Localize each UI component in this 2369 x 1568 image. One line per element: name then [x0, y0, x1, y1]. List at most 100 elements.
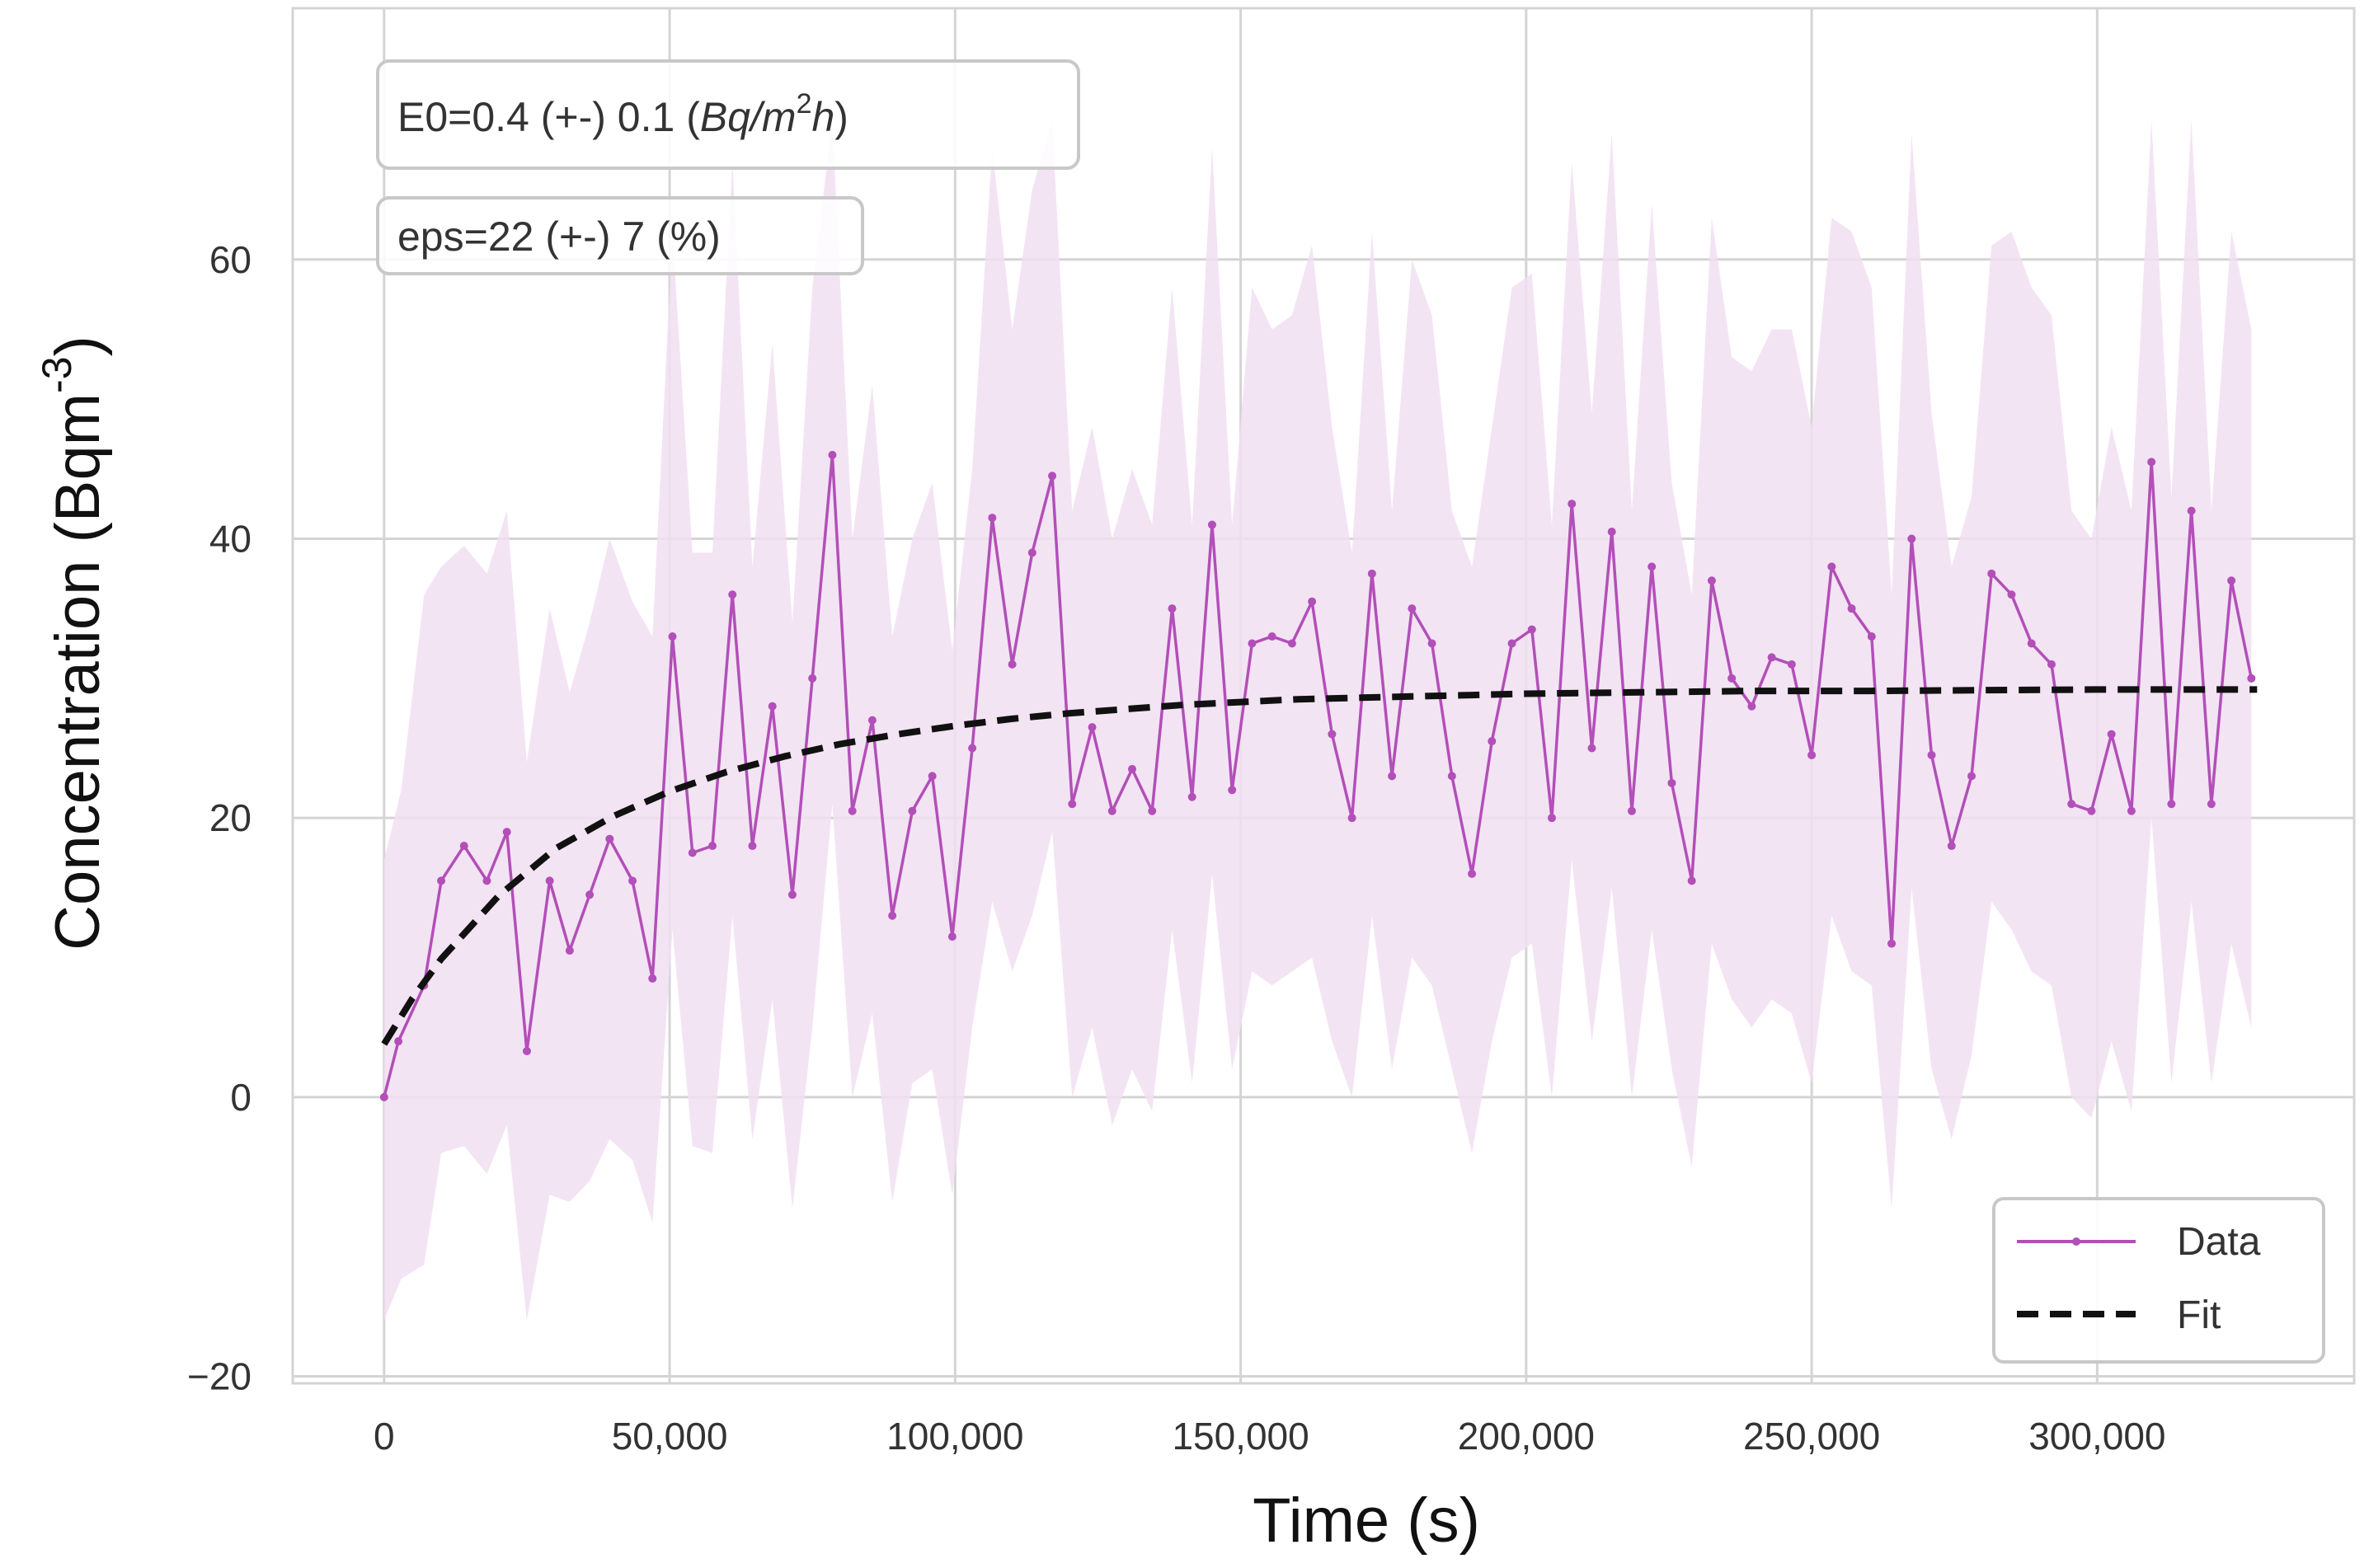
- data-point: [828, 450, 837, 459]
- data-point: [808, 674, 817, 683]
- data-point: [928, 772, 937, 781]
- legend-data-label: Data: [2177, 1220, 2261, 1264]
- data-point: [947, 932, 957, 941]
- data-point: [848, 806, 857, 815]
- data-point: [2087, 806, 2096, 815]
- data-point: [2147, 458, 2156, 467]
- legend-fit-label: Fit: [2177, 1293, 2221, 1337]
- data-point: [1867, 632, 1876, 641]
- data-point: [1987, 569, 1996, 578]
- data-point: [1627, 806, 1636, 815]
- y-tick-label: 0: [230, 1076, 251, 1119]
- data-point: [565, 946, 574, 955]
- data-point: [482, 876, 491, 885]
- y-tick-label: 20: [209, 796, 251, 839]
- fit-series: [381, 686, 2258, 1046]
- data-point: [1947, 842, 1956, 851]
- data-point: [379, 1092, 388, 1101]
- data-point: [1027, 548, 1036, 557]
- data-point: [2167, 800, 2176, 809]
- y-axis-title-sup: -3: [34, 356, 80, 392]
- data-point: [1048, 472, 1057, 481]
- data-point: [1647, 562, 1657, 571]
- uncertainty-band-area: [383, 120, 2252, 1321]
- data-point: [1088, 723, 1097, 732]
- data-point: [2127, 806, 2136, 815]
- data-point: [1967, 772, 1977, 781]
- data-point: [1727, 674, 1737, 683]
- data-point: [1128, 764, 1137, 773]
- data-point: [545, 876, 554, 885]
- x-tick-label: 200,000: [1458, 1415, 1595, 1458]
- data-point: [1168, 604, 1177, 613]
- x-tick-label: 100,000: [886, 1415, 1023, 1458]
- y-axis-title: Concentration (Bqm-3): [34, 336, 113, 951]
- data-point: [2027, 639, 2036, 648]
- data-point: [1447, 772, 1456, 781]
- data-point: [1548, 814, 1557, 823]
- data-point: [648, 974, 657, 983]
- x-tick-label: 50,000: [612, 1415, 728, 1458]
- data-point: [1787, 660, 1796, 669]
- data-point: [1527, 625, 1536, 634]
- data-point: [1107, 806, 1116, 815]
- annotation-eps: eps=22 (+-) 7 (%): [376, 196, 864, 275]
- data-point: [2107, 730, 2116, 739]
- legend: Data Fit: [1992, 1197, 2325, 1364]
- data-point: [1308, 597, 1317, 606]
- data-point: [1687, 876, 1696, 885]
- data-point: [1568, 500, 1577, 509]
- data-point: [1427, 639, 1436, 648]
- data-point: [2247, 674, 2256, 683]
- data-point: [1267, 632, 1276, 641]
- data-point: [522, 1046, 531, 1055]
- data-point: [1468, 869, 1477, 878]
- data-point: [394, 1037, 403, 1046]
- data-point: [787, 890, 797, 899]
- x-tick-label: 150,000: [1172, 1415, 1309, 1458]
- data-point: [1587, 744, 1596, 753]
- data-point: [908, 806, 917, 815]
- data-point: [748, 842, 757, 851]
- data-point: [605, 834, 614, 843]
- x-axis-title: Time (s): [1253, 1486, 1480, 1556]
- annotation-e0-box: [376, 59, 1080, 170]
- data-point: [437, 876, 446, 885]
- data-point: [1607, 528, 1616, 537]
- data-point: [1767, 653, 1776, 662]
- legend-data-marker: [2072, 1237, 2080, 1246]
- annotation-e0-text: E0=0.4 (+-) 0.1 (Bq/m2h): [397, 88, 848, 140]
- data-point: [1388, 772, 1397, 781]
- data-point: [1328, 730, 1337, 739]
- data-point: [1248, 639, 1257, 648]
- data-point: [585, 890, 595, 899]
- data-point: [1408, 604, 1417, 613]
- data-point: [1347, 814, 1356, 823]
- data-point: [1068, 800, 1077, 809]
- annotation-e0: E0=0.4 (+-) 0.1 (Bq/m2h): [376, 59, 1080, 170]
- data-point: [988, 514, 997, 523]
- y-tick-label: −20: [187, 1355, 251, 1398]
- data-point: [708, 842, 717, 851]
- data-point: [1747, 702, 1756, 711]
- data-point: [2007, 590, 2016, 599]
- data-point: [668, 632, 677, 641]
- y-tick-label: 60: [209, 238, 251, 281]
- data-point: [1827, 562, 1836, 571]
- annotation-eps-text: eps=22 (+-) 7 (%): [397, 214, 721, 260]
- y-axis-title-base: Concentration (Bqm: [43, 393, 113, 951]
- data-point: [2047, 660, 2056, 669]
- data-point: [2067, 800, 2076, 809]
- y-tick-labels: −20 0 20 40 60: [187, 238, 251, 1398]
- plot-frame: [291, 7, 2356, 1385]
- data-point: [1008, 660, 1017, 669]
- data-point: [2207, 800, 2216, 809]
- x-tick-label: 0: [374, 1415, 395, 1458]
- data-point: [459, 842, 468, 851]
- data-point: [1707, 576, 1716, 585]
- data-point: [1847, 604, 1856, 613]
- data-point: [1148, 806, 1157, 815]
- x-tick-label: 250,000: [1743, 1415, 1880, 1458]
- data-point: [1927, 750, 1936, 759]
